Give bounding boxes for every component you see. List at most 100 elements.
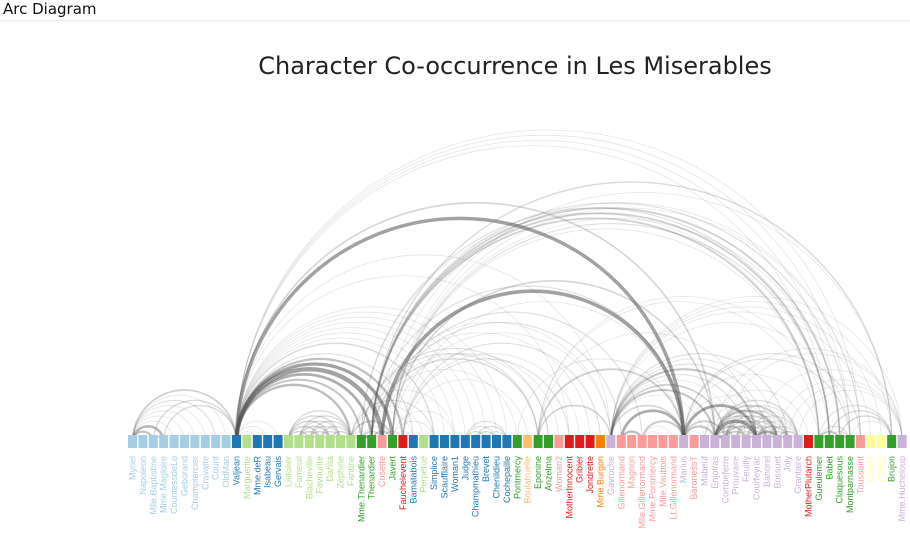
node-box[interactable] [200, 435, 210, 448]
node-box[interactable] [460, 435, 470, 448]
node-box[interactable] [159, 435, 169, 448]
node-box[interactable] [668, 435, 678, 448]
node-box[interactable] [346, 435, 356, 448]
node-box[interactable] [408, 435, 418, 448]
node-box[interactable] [263, 435, 273, 448]
node-box[interactable] [741, 435, 751, 448]
node-box[interactable] [315, 435, 325, 448]
link-arc [724, 420, 768, 443]
link-arc [236, 306, 508, 443]
node-box[interactable] [762, 435, 772, 448]
link-arc [360, 212, 820, 443]
node-box[interactable] [627, 435, 637, 448]
node-box[interactable] [523, 435, 533, 448]
link-arc [610, 358, 778, 443]
node-box[interactable] [658, 435, 668, 448]
node-box[interactable] [804, 435, 813, 448]
link-arc [610, 301, 893, 443]
link-arc [756, 368, 903, 443]
node-box[interactable] [169, 435, 179, 448]
node-label: Eponine [533, 456, 543, 489]
node-box[interactable] [752, 435, 761, 448]
node-box[interactable] [304, 435, 314, 448]
node-box[interactable] [544, 435, 553, 448]
link-arc [537, 368, 685, 443]
node-box[interactable] [325, 435, 335, 448]
node-box[interactable] [377, 435, 387, 448]
node-box[interactable] [731, 435, 741, 448]
node-box[interactable] [689, 435, 699, 448]
link-arc [724, 410, 789, 443]
node-box[interactable] [429, 435, 439, 448]
node-label: Scaufflaire [440, 456, 450, 498]
node-box[interactable] [648, 435, 657, 448]
node-box[interactable] [564, 435, 574, 448]
node-box[interactable] [398, 435, 408, 448]
node-box[interactable] [356, 435, 366, 448]
node-box[interactable] [772, 435, 782, 448]
node-box[interactable] [273, 435, 283, 448]
link-arc [704, 415, 757, 443]
node-box[interactable] [336, 435, 345, 448]
node-box[interactable] [450, 435, 460, 448]
link-arc [298, 420, 342, 443]
node-box[interactable] [887, 435, 897, 448]
node-box[interactable] [710, 435, 720, 448]
node-box[interactable] [481, 435, 491, 448]
node-labels: Myriel Napoleon Mlle.Baptistine Mme.Magloir… [128, 456, 908, 529]
node-box[interactable] [294, 435, 304, 448]
node-box[interactable] [211, 435, 221, 448]
node-box[interactable] [876, 435, 886, 448]
link-arc [682, 404, 758, 443]
node-box[interactable] [783, 435, 793, 448]
node-box[interactable] [575, 435, 585, 448]
link-arc [236, 322, 477, 443]
node-label: Myriel [128, 456, 138, 480]
node-box[interactable] [242, 435, 252, 448]
node-label: Enjolras [710, 456, 720, 489]
link-arc [392, 192, 893, 443]
node-box[interactable] [596, 435, 605, 448]
node-box[interactable] [897, 435, 907, 448]
node-box[interactable] [554, 435, 564, 448]
link-arc [735, 420, 778, 443]
node-box[interactable] [720, 435, 730, 448]
node-box[interactable] [367, 435, 377, 448]
node-box[interactable] [284, 435, 293, 448]
node-box[interactable] [512, 435, 522, 448]
node-box[interactable] [533, 435, 543, 448]
node-box[interactable] [866, 435, 876, 448]
node-box[interactable] [585, 435, 595, 448]
node-box[interactable] [814, 435, 824, 448]
node-box[interactable] [138, 435, 148, 448]
node-box[interactable] [856, 435, 865, 448]
node-box[interactable] [845, 435, 855, 448]
node-box[interactable] [440, 435, 449, 448]
node-box[interactable] [492, 435, 501, 448]
node-box[interactable] [824, 435, 834, 448]
node-label: Mlle.Vaubois [658, 456, 668, 507]
node-box[interactable] [502, 435, 512, 448]
link-arc [537, 404, 612, 443]
node-box[interactable] [180, 435, 189, 448]
node-box[interactable] [190, 435, 200, 448]
link-arc [745, 415, 799, 443]
node-box[interactable] [606, 435, 616, 448]
node-box[interactable] [221, 435, 231, 448]
node-box[interactable] [616, 435, 626, 448]
node-box[interactable] [700, 435, 709, 448]
node-box[interactable] [793, 435, 803, 448]
link-arc [392, 218, 841, 443]
node-box[interactable] [637, 435, 647, 448]
node-box[interactable] [128, 435, 137, 448]
node-box[interactable] [148, 435, 158, 448]
node-box[interactable] [252, 435, 262, 448]
node-box[interactable] [419, 435, 429, 448]
node-box[interactable] [232, 435, 241, 448]
node-box[interactable] [679, 435, 689, 448]
link-arc [132, 410, 196, 443]
link-arc [236, 337, 445, 443]
node-box[interactable] [835, 435, 845, 448]
node-box[interactable] [388, 435, 397, 448]
node-box[interactable] [471, 435, 481, 448]
